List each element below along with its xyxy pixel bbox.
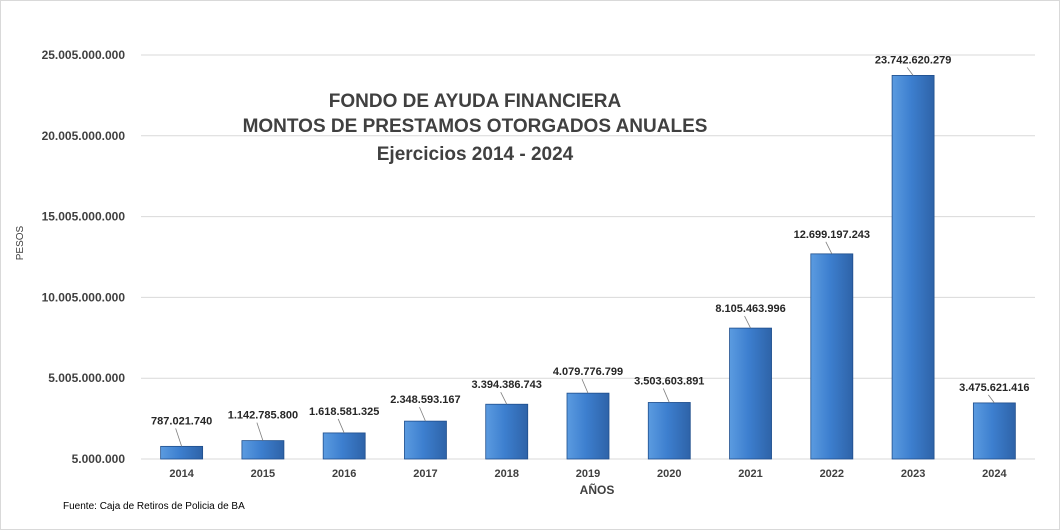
x-tick-2024: 2024	[982, 468, 1007, 480]
data-label-2023: 23.742.620.279	[875, 54, 951, 66]
chart-title-line-1: FONDO DE AYUDA FINANCIERA	[329, 91, 622, 112]
data-label-2018: 3.394.386.743	[472, 379, 542, 391]
y-tick-label: 25.005.000.000	[42, 48, 126, 62]
bar-2022	[810, 253, 854, 460]
y-tick-label: 5.000.000	[72, 452, 126, 466]
bar-2024	[972, 402, 1016, 460]
x-tick-2016: 2016	[332, 468, 356, 480]
data-label-leader	[662, 388, 670, 403]
chart-title-line-2: MONTOS DE PRESTAMOS OTORGADOS ANUALES	[243, 116, 708, 137]
data-label-2021: 8.105.463.996	[715, 303, 785, 315]
x-tick-2020: 2020	[657, 468, 681, 480]
y-tick-label: 15.005.000.000	[42, 210, 126, 224]
data-label-2022: 12.699.197.243	[794, 229, 870, 241]
y-tick-label: 20.005.000.000	[42, 129, 126, 143]
x-tick-2023: 2023	[901, 468, 925, 480]
bar-2017	[404, 420, 447, 460]
x-tick-2017: 2017	[413, 468, 437, 480]
bar-2015	[241, 440, 285, 460]
data-label-2024: 3.475.621.416	[959, 382, 1029, 394]
bar-2020	[647, 402, 691, 460]
x-tick-2018: 2018	[494, 468, 518, 480]
bar-2019	[566, 392, 610, 460]
bar-2023	[891, 75, 935, 460]
data-label-2019: 4.079.776.799	[553, 366, 623, 378]
data-label-2020: 3.503.603.891	[634, 375, 704, 387]
y-tick-label: 5.005.000.000	[48, 371, 125, 385]
data-label-leader	[175, 428, 183, 447]
data-label-leader	[744, 315, 751, 329]
gridlines	[141, 54, 1035, 460]
x-tick-2021: 2021	[738, 468, 762, 480]
data-label-leader	[906, 67, 914, 76]
x-tick-2019: 2019	[576, 468, 600, 480]
x-tick-2022: 2022	[820, 468, 844, 480]
data-label-2017: 2.348.593.167	[390, 394, 460, 406]
data-labels: 787.021.740 1.142.785.800 1.618.581.325 2.3…	[151, 54, 1030, 447]
bar-2016	[322, 432, 366, 460]
x-axis-ticks: 2014 2015 2016 2017 2018 2019 2020 2021 2022 2023…	[169, 468, 1007, 480]
data-label-2016: 1.618.581.325	[309, 406, 379, 418]
data-label-2015: 1.142.785.800	[228, 410, 298, 422]
data-label-leader	[825, 241, 833, 255]
bar-2014	[160, 445, 204, 460]
data-label-2014: 787.021.740	[151, 415, 212, 427]
x-tick-2014: 2014	[169, 468, 194, 480]
y-axis-ticks: 5.000.000 5.005.000.000 10.005.000.000 15.0…	[42, 48, 126, 466]
data-label-leader	[581, 378, 589, 394]
bar-2021	[729, 327, 772, 460]
data-label-leader	[419, 406, 426, 422]
x-tick-2015: 2015	[251, 468, 275, 480]
bars	[160, 75, 1016, 460]
data-label-leader	[256, 422, 264, 441]
source-note: Fuente: Caja de Retiros de Policia de BA	[63, 501, 245, 512]
data-label-leader	[337, 418, 345, 434]
data-label-leader	[500, 392, 508, 405]
data-label-leader	[988, 394, 995, 404]
chart-title-line-3: Ejercicios 2014 - 2024	[377, 144, 574, 165]
x-axis-label: AÑOS	[580, 482, 615, 497]
y-tick-label: 10.005.000.000	[42, 290, 126, 304]
y-axis-label: PESOS	[15, 225, 26, 260]
bar-2018	[485, 403, 529, 460]
